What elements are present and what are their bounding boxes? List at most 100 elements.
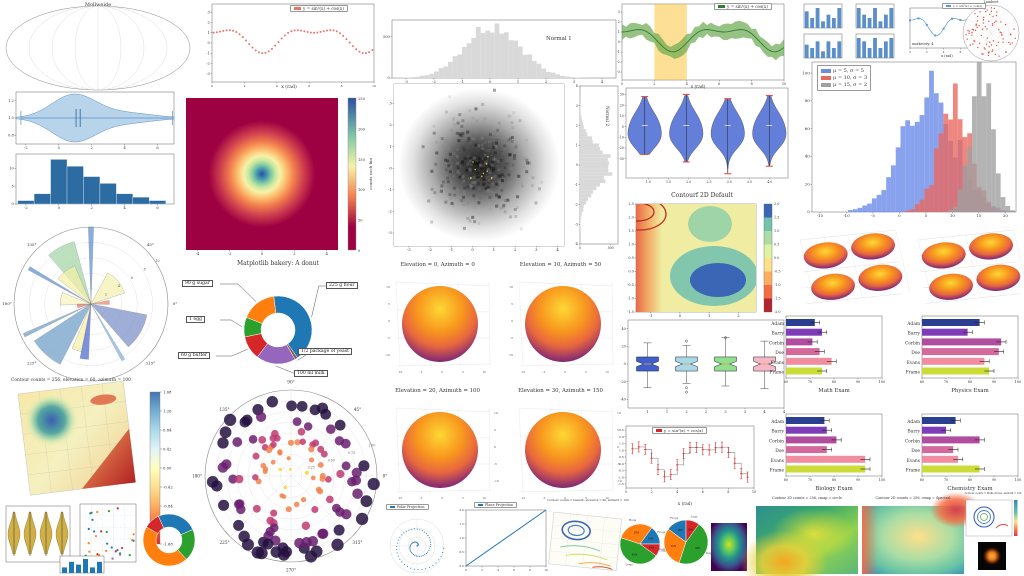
scatter-dot: [287, 31, 290, 34]
panel-hist2d-gray: -3 -2 -1 0 1 2 3 4 3 2 1 0 -1 -2 -3: [378, 78, 576, 258]
speckle: [525, 157, 529, 161]
hist-bar: [536, 63, 542, 78]
spiral-dot: [428, 549, 430, 552]
tick-label: 4: [943, 50, 945, 54]
speckle: [472, 186, 476, 190]
bar-name-label: Barry: [771, 430, 784, 435]
speckle: [505, 162, 509, 166]
scatter-dot: [992, 16, 994, 18]
tick-label: 10: [494, 411, 498, 415]
hist-bar: [981, 96, 987, 212]
speckle: [463, 148, 467, 152]
hist-bar: [410, 77, 416, 78]
violin-horizontal-plot: 1.2 1.0 0.8 -2 0 2 4 6: [8, 91, 175, 150]
speckle: [505, 159, 509, 163]
bar-name-label: Doe: [775, 351, 784, 356]
scatter-dot: [351, 467, 362, 478]
speckle: [471, 169, 475, 173]
scatter-dot: [116, 549, 119, 552]
tick-label: -20: [619, 146, 624, 150]
glyph-line: [921, 261, 1017, 272]
speckle: [474, 161, 478, 165]
speckle: [498, 174, 502, 178]
scatter-dot: [988, 51, 990, 53]
speckle: [478, 163, 482, 167]
speckle: [489, 133, 493, 137]
hist-bar: [518, 46, 523, 78]
speckle: [492, 167, 496, 171]
marker-line-xlabel: x (rad): [941, 54, 953, 58]
legend-swatch: [946, 5, 951, 7]
glyph-line: [895, 229, 911, 293]
tick-label: -5: [543, 370, 546, 374]
tick-label: 0: [441, 370, 443, 374]
speckle: [453, 186, 457, 190]
speckle: [462, 226, 466, 230]
tick-label: 100: [1015, 380, 1021, 384]
sphere: [402, 286, 478, 362]
scatter-dot: [87, 542, 90, 545]
speckle: [462, 179, 466, 183]
hist-bar: [494, 23, 500, 78]
tick-label: 1.0: [646, 180, 651, 184]
speckle: [491, 176, 493, 179]
scatter-dot: [326, 29, 329, 32]
spiral-dot: [409, 547, 411, 549]
speckle: [475, 119, 479, 123]
polar-wedge: [76, 303, 92, 309]
panel-corner-mini: Contour counts = Multi-circles, azimuth …: [962, 492, 1024, 576]
scatter-dot: [350, 475, 362, 486]
scatter-dot: [283, 34, 286, 37]
diag-legend: Plane Projection: [474, 502, 518, 508]
speckle: [470, 185, 474, 189]
tick-label: 0: [898, 213, 901, 218]
speckle: [491, 180, 495, 184]
scatter-dot: [341, 461, 351, 471]
scatter-dot: [241, 36, 244, 39]
bar-name-label: Evans: [907, 459, 921, 464]
scatter-dot: [286, 456, 291, 461]
tick-label: -2: [617, 60, 620, 64]
speckle: [522, 156, 526, 160]
scatter-dot: [990, 44, 993, 46]
panel-surface3d-1: [788, 222, 911, 318]
contour3d-mini-group: [548, 511, 622, 572]
hist-bar: [580, 200, 587, 205]
glyph-line: [395, 363, 491, 367]
scatter-dot: [364, 52, 367, 55]
speckle: [490, 163, 494, 167]
speckle: [530, 183, 534, 187]
tick-label: 8: [727, 490, 729, 494]
tick-label: 90: [992, 380, 996, 384]
speckle: [510, 136, 514, 140]
tick-label: 45°: [354, 407, 361, 412]
spiral-dot: [417, 569, 419, 571]
scatter-dot: [974, 13, 976, 15]
speckle: [495, 132, 499, 136]
speckle: [503, 166, 507, 170]
surface3d-plot: [799, 229, 911, 304]
legend-swatch: [718, 5, 725, 8]
polar-wedge: [90, 303, 148, 348]
tick-label: 70: [808, 380, 812, 384]
scatter-dot: [992, 23, 994, 25]
speckle: [468, 156, 472, 160]
hist-bar: [476, 26, 481, 78]
tick-label: 0.42: [163, 446, 172, 451]
panel-exam-bars: Adam Barry Corbin Doe Evans Frame 60 70 80 90 100 A…: [754, 308, 1024, 504]
tick-label: -1.5: [618, 482, 624, 486]
bar: [804, 11, 809, 29]
bigheat1-title: Contour 2D counts = 256, cmap = circle: [772, 496, 842, 500]
tick-label: 2.0: [774, 202, 779, 206]
speckle: [534, 201, 538, 205]
tick-label: -5: [420, 370, 423, 374]
sin2-legend: y = sin²(x) + cos(x): [290, 5, 348, 12]
hist-bar: [876, 194, 882, 212]
speckle: [452, 191, 456, 195]
tick-label: 0: [909, 50, 911, 54]
speckle: [469, 175, 473, 179]
speckle: [510, 120, 514, 124]
scatter-dot: [1010, 33, 1012, 35]
speckle: [487, 181, 491, 185]
speckle: [479, 167, 483, 171]
